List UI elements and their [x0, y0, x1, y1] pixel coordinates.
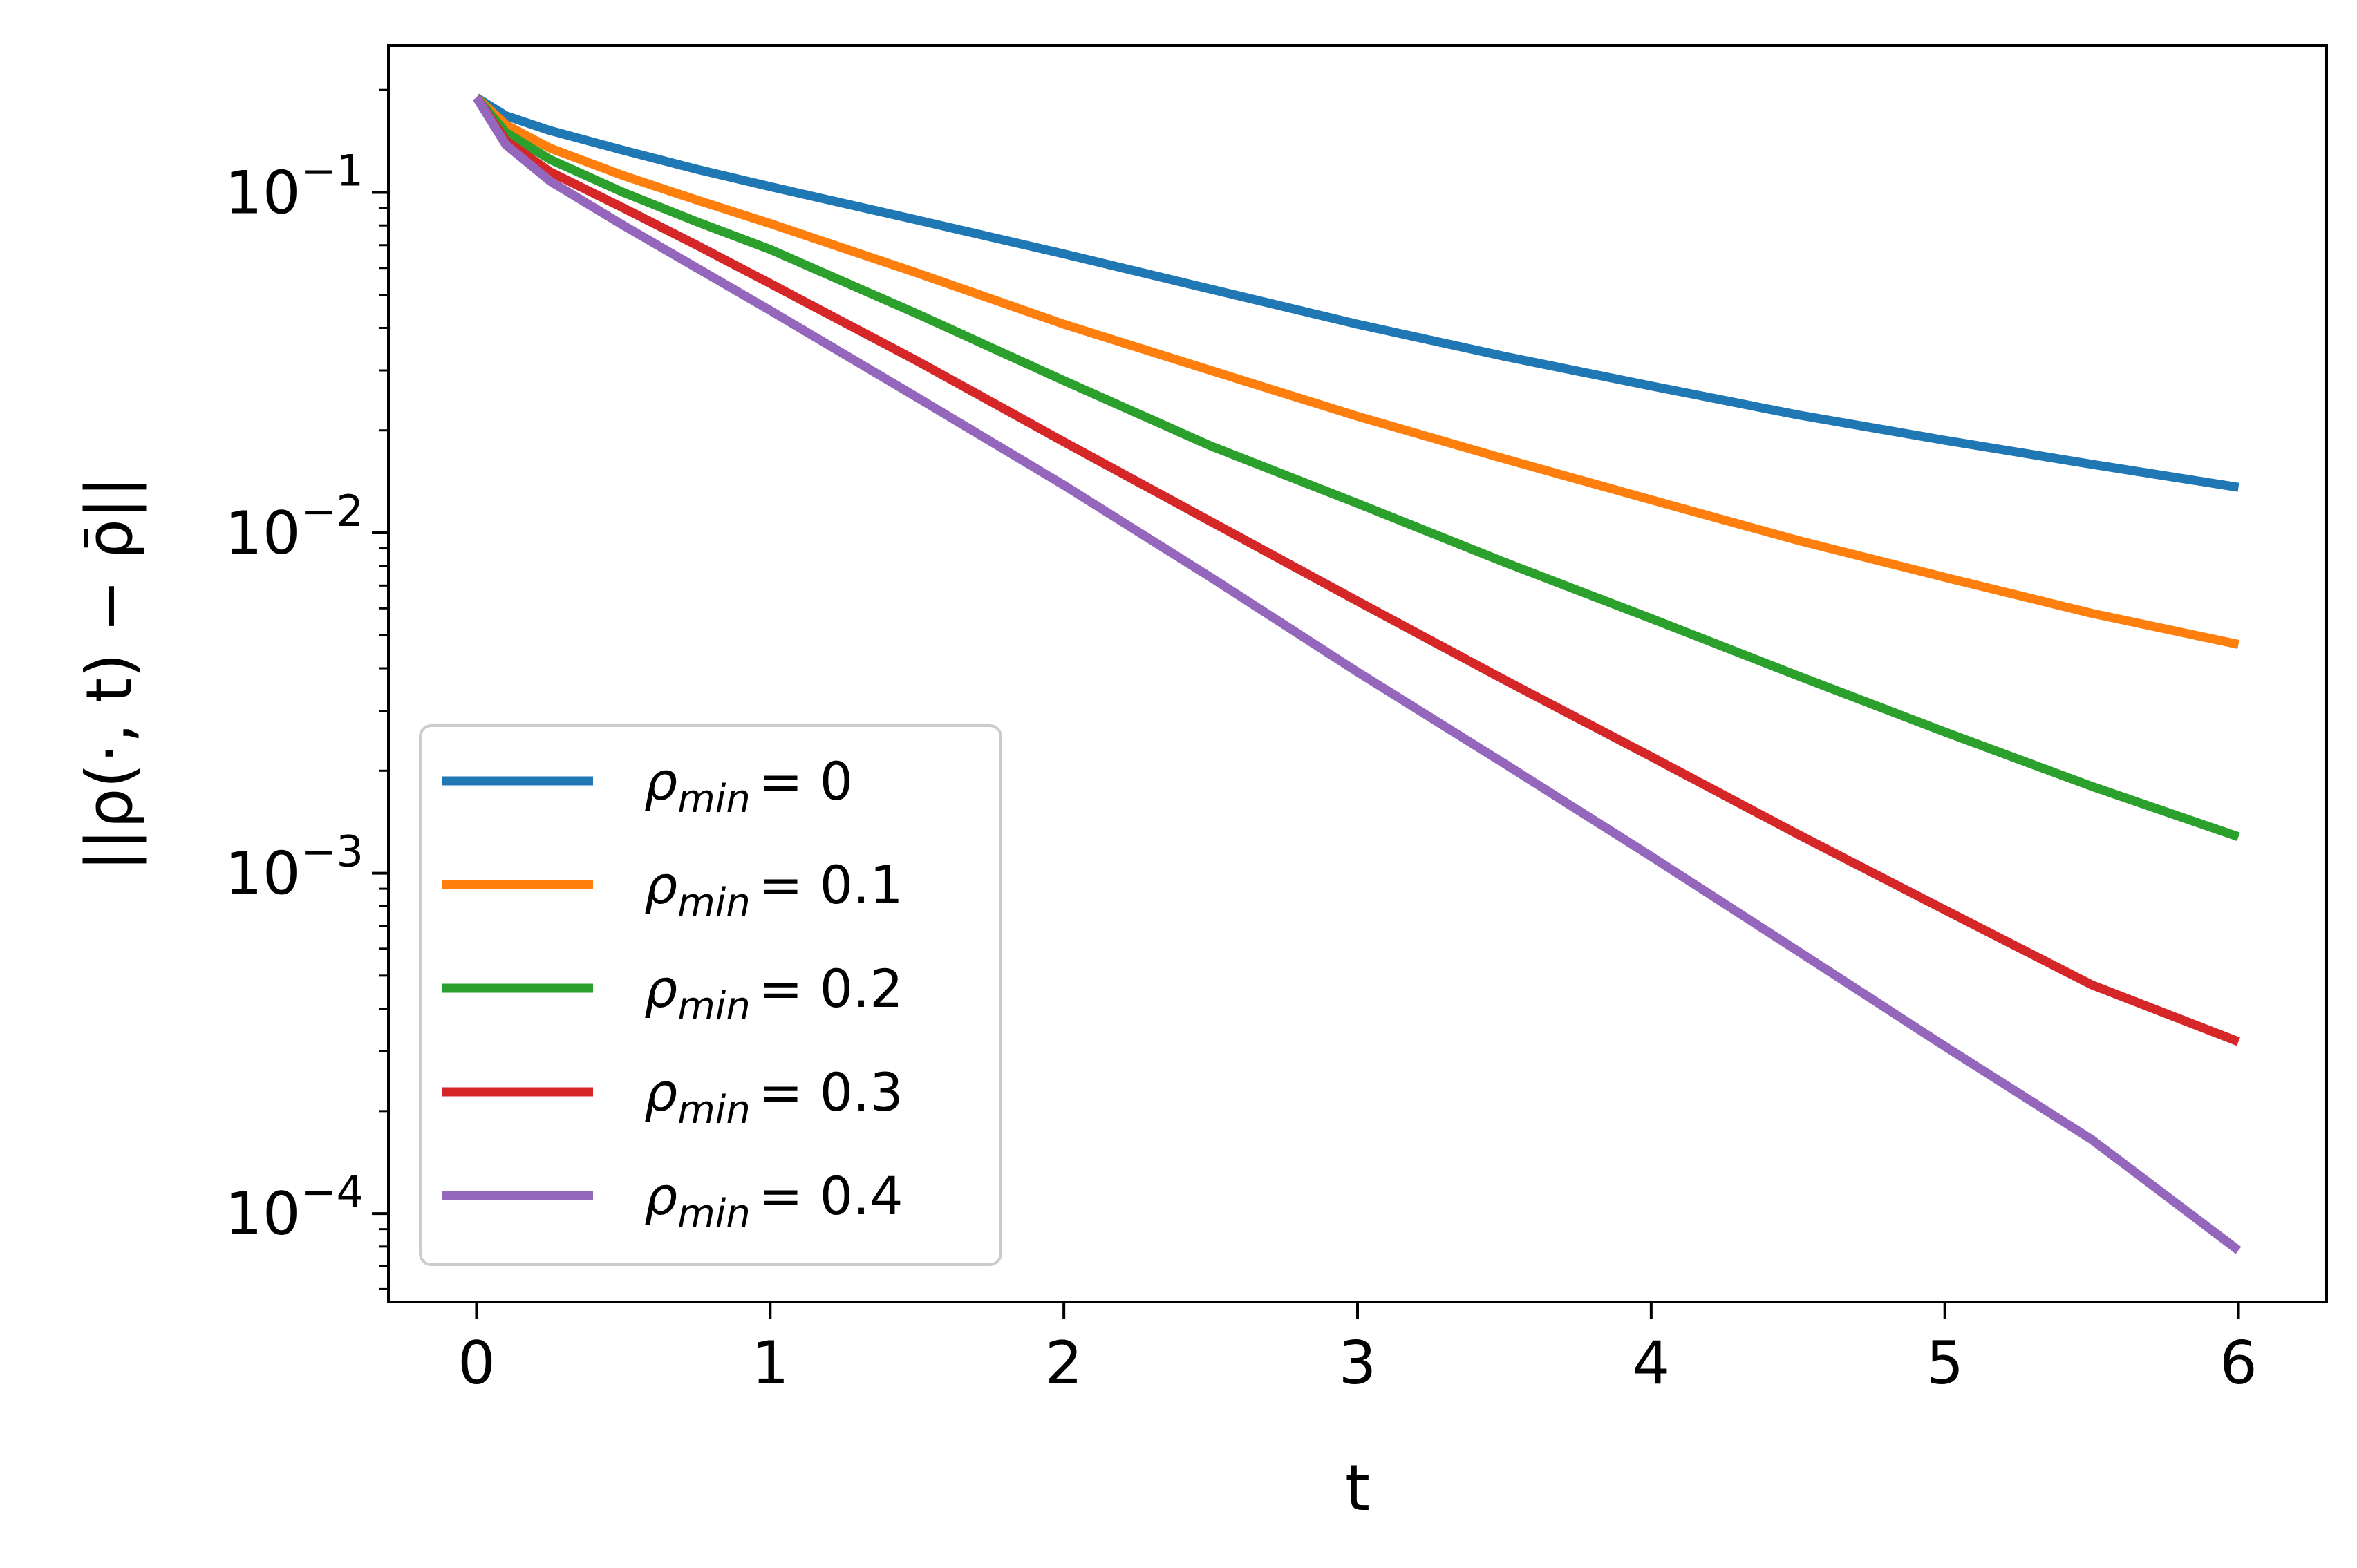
x-tick-label: 0 — [458, 1329, 496, 1398]
legend-symbol: ρ — [644, 958, 677, 1019]
x-tick-label: 6 — [2219, 1329, 2257, 1398]
y-tick-exponent: −4 — [301, 1166, 364, 1217]
y-tick-label: 10−3 — [225, 826, 364, 909]
y-tick-exponent: −3 — [301, 826, 364, 877]
y-tick-base: 10 — [225, 840, 300, 909]
legend-subscript: min — [677, 880, 751, 925]
legend-subscript: min — [677, 777, 751, 822]
legend-symbol: ρ — [644, 750, 677, 812]
legend-symbol: ρ — [644, 1165, 677, 1227]
x-tick-label: 3 — [1339, 1329, 1377, 1398]
x-tick-label: 5 — [1926, 1329, 1964, 1398]
legend-entry: ρmin = 0.1 — [442, 854, 903, 925]
y-tick-exponent: −2 — [301, 486, 364, 536]
x-tick-label: 2 — [1045, 1329, 1083, 1398]
x-axis-ticks: 0 1 2 3 4 5 6 — [458, 1302, 2257, 1398]
y-tick-label: 10−2 — [225, 486, 364, 568]
y-tick-label: 10−4 — [225, 1166, 364, 1249]
plot-frame — [387, 44, 2328, 1303]
y-axis-label: ||ρ(·, t) − ρ̄|| — [73, 476, 147, 871]
y-minor-ticks — [379, 88, 388, 1290]
y-axis-ticks: 10−110−210−310−4 — [225, 145, 388, 1249]
legend-entry: ρmin = 0.2 — [442, 958, 903, 1029]
y-tick-base: 10 — [225, 158, 300, 227]
legend-entry: ρmin = 0 — [442, 750, 853, 822]
y-tick-base: 10 — [225, 1180, 300, 1249]
legend-subscript: min — [677, 1088, 751, 1133]
legend-label: ρmin = 0.4 — [644, 1165, 903, 1236]
legend-value: = 0.2 — [759, 958, 903, 1019]
series-line-2 — [473, 95, 2240, 841]
legend-subscript: min — [677, 984, 751, 1029]
series-line-3 — [473, 95, 2240, 1046]
series-lines — [472, 93, 2242, 1254]
x-axis-label: t — [1345, 1451, 1370, 1525]
legend-subscript: min — [677, 1191, 751, 1236]
legend-label: ρmin = 0 — [644, 750, 853, 822]
x-tick-label: 4 — [1632, 1329, 1670, 1398]
legend-entry: ρmin = 0.4 — [442, 1165, 903, 1236]
legend-box — [419, 724, 1002, 1266]
y-tick-label: 10−1 — [225, 145, 364, 227]
legend-entry: ρmin = 0.3 — [442, 1061, 903, 1133]
legend-label: ρmin = 0.1 — [644, 854, 903, 925]
y-tick-exponent: −1 — [301, 145, 364, 196]
legend-symbol: ρ — [644, 1061, 677, 1123]
legend-label: ρmin = 0.3 — [644, 1061, 903, 1133]
y-tick-base: 10 — [225, 499, 300, 568]
x-tick-label: 1 — [751, 1329, 789, 1398]
legend-value: = 0.1 — [759, 854, 903, 916]
legend-value: = 0 — [759, 750, 853, 812]
series-line-1 — [473, 94, 2239, 649]
legend-symbol: ρ — [644, 854, 677, 916]
legend-value: = 0.4 — [759, 1165, 903, 1227]
series-line-0 — [474, 93, 2239, 492]
series-line-4 — [472, 95, 2242, 1254]
legend-value: = 0.3 — [759, 1061, 903, 1123]
legend-label: ρmin = 0.2 — [644, 958, 903, 1029]
